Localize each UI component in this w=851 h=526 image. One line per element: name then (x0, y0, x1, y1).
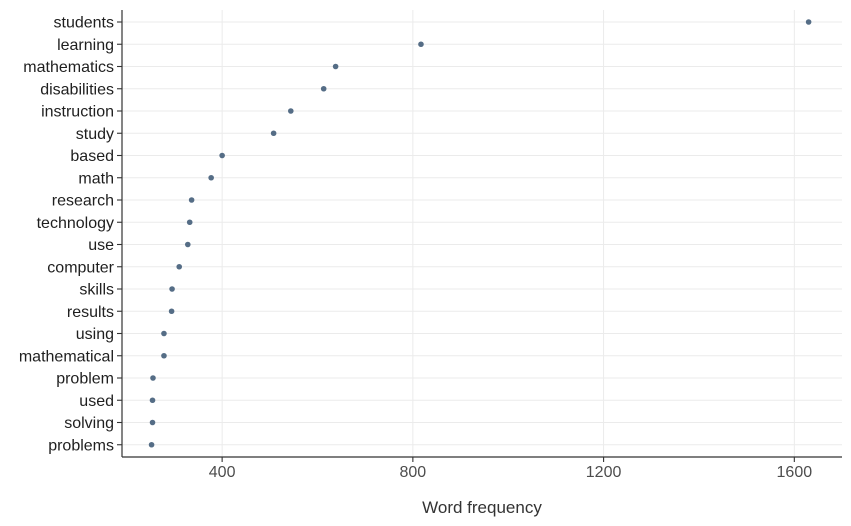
x-tick-label: 800 (400, 464, 427, 481)
data-point (219, 152, 225, 159)
data-point (148, 441, 155, 448)
data-point (149, 397, 156, 404)
y-tick-label: learning (57, 37, 114, 54)
y-tick-label: research (52, 193, 114, 210)
data-point (149, 419, 156, 426)
y-tick-label: disabilities (40, 81, 114, 98)
y-tick-label: technology (37, 215, 114, 232)
data-point (208, 174, 214, 181)
data-point (188, 197, 195, 203)
y-tick-label: skills (79, 282, 114, 299)
x-axis-ticks: 400 800 1200 1600 (209, 457, 812, 481)
x-tick-label: 1600 (777, 464, 813, 481)
y-tick-label: study (76, 126, 114, 143)
y-tick-label: math (78, 170, 114, 187)
y-tick-label: based (70, 148, 114, 165)
data-point (805, 19, 812, 25)
y-tick-label: used (79, 393, 114, 410)
y-tick-label: mathematics (23, 59, 114, 76)
y-tick-label: problems (48, 437, 114, 454)
data-point (185, 241, 191, 248)
vertical-gridlines (221, 10, 795, 457)
data-point (161, 330, 167, 337)
data-point (169, 286, 175, 292)
data-point (150, 375, 156, 381)
horizontal-gridlines (122, 21, 842, 446)
data-points (148, 19, 812, 448)
y-tick-label: use (88, 237, 114, 254)
data-point (270, 130, 277, 137)
data-point (320, 85, 327, 92)
y-tick-label: problem (56, 371, 114, 388)
y-tick-label: solving (64, 415, 114, 432)
y-axis-ticks: students learning mathematics disabilities i… (19, 15, 122, 454)
data-point (287, 108, 294, 114)
y-tick-label: mathematical (19, 348, 114, 365)
y-tick-label: instruction (41, 104, 114, 121)
data-point (186, 219, 193, 226)
x-axis-title: Word frequency (422, 498, 542, 517)
x-tick-label: 400 (209, 464, 236, 481)
y-tick-label: using (76, 326, 114, 343)
data-point (176, 263, 183, 270)
data-point (418, 41, 424, 48)
y-tick-label: results (67, 304, 114, 321)
x-tick-label: 1200 (586, 464, 622, 481)
data-point (161, 352, 167, 359)
y-tick-label: students (54, 15, 114, 32)
data-point (168, 308, 175, 315)
data-point (332, 63, 339, 70)
y-tick-label: computer (47, 259, 114, 276)
